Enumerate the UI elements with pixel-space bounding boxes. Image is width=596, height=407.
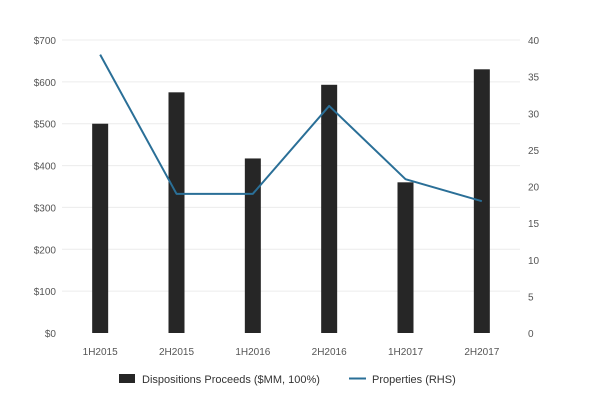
bar-1H2016: [244, 158, 261, 333]
left-tick-label: $300: [34, 203, 57, 214]
bar-1H2017: [397, 182, 414, 333]
line-series: [99, 54, 483, 203]
legend: Dispositions Proceeds ($MM, 100%) Proper…: [119, 374, 456, 386]
right-tick-label: 30: [528, 109, 540, 120]
left-tick-label: $400: [34, 162, 57, 173]
left-tick-label: $100: [34, 287, 57, 298]
right-tick-label: 0: [528, 329, 534, 340]
legend-bar-label: Dispositions Proceeds ($MM, 100%): [142, 374, 320, 386]
x-tick-label: 1H2015: [83, 347, 118, 358]
bar-1H2015: [92, 123, 109, 333]
right-axis: 0 5 10 15 20 25 30 35 40: [528, 36, 540, 340]
x-tick-label: 1H2016: [235, 347, 270, 358]
x-tick-label: 2H2016: [312, 347, 347, 358]
left-axis: $0 $100 $200 $300 $400 $500 $600 $700: [34, 36, 57, 340]
bar-2H2016: [321, 84, 338, 333]
gridlines: [62, 39, 520, 292]
left-tick-label: $500: [34, 120, 57, 131]
right-tick-label: 10: [528, 256, 540, 267]
bar-series: [92, 69, 490, 334]
properties-line: [99, 54, 483, 203]
right-tick-label: 5: [528, 292, 534, 303]
left-tick-label: $200: [34, 245, 57, 256]
x-tick-label: 1H2017: [388, 347, 423, 358]
right-tick-label: 35: [528, 73, 540, 84]
x-tick-label: 2H2015: [159, 347, 194, 358]
x-tick-label: 2H2017: [464, 347, 499, 358]
right-tick-label: 20: [528, 183, 540, 194]
left-tick-label: $600: [34, 78, 57, 89]
bar-2H2015: [168, 92, 185, 333]
right-tick-label: 25: [528, 146, 540, 157]
x-axis: 1H2015 2H2015 1H2016 2H2016 1H2017 2H2017: [83, 347, 500, 358]
right-tick-label: 15: [528, 219, 540, 230]
legend-bar-swatch: [119, 374, 135, 383]
left-tick-label: $0: [45, 329, 57, 340]
legend-line-label: Properties (RHS): [372, 374, 456, 386]
left-tick-label: $700: [34, 36, 57, 47]
right-tick-label: 40: [528, 36, 540, 47]
